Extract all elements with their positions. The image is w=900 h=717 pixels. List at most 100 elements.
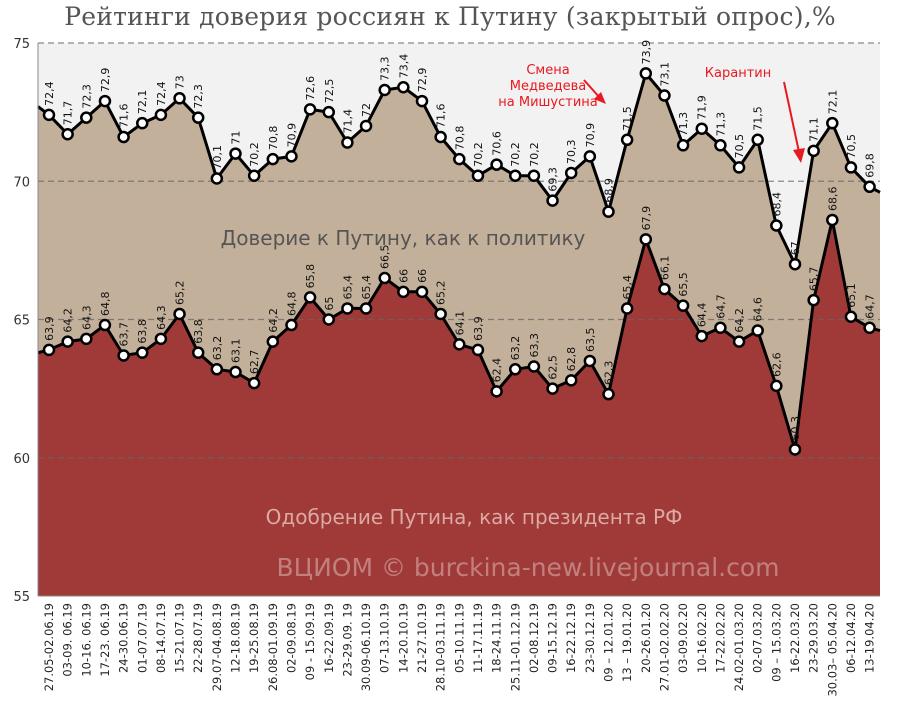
approval-data-label: 63,9: [472, 316, 485, 341]
trust-data-label: 70,2: [248, 142, 261, 167]
data-labels: 72,4 71,7 72,3 72,9 71,6 72,1 72,4 73 72,3 70,1 71…: [43, 40, 877, 441]
approval-point: [154, 332, 168, 346]
trust-data-label: 70,5: [733, 134, 746, 159]
x-tick-label: 25.11-01.12.19: [508, 603, 522, 691]
approval-data-label: 62,4: [491, 358, 504, 382]
trust-data-label: 71,6: [118, 104, 131, 129]
approval-data-label: 64,3: [80, 305, 93, 330]
y-tick-label: 70: [13, 175, 30, 190]
trust-data-label: 68,9: [603, 178, 616, 203]
approval-point: [434, 307, 447, 321]
approval-point: [61, 335, 74, 348]
x-tick-label: 08-14.07.19: [154, 603, 168, 673]
approval-point: [471, 343, 485, 357]
trust-data-label: 68,4: [770, 192, 783, 217]
trust-point: [229, 147, 242, 160]
trust-data-label: 70,5: [845, 134, 858, 159]
approval-data-label: 64,2: [733, 308, 746, 333]
approval-point: [602, 387, 615, 401]
approval-point: [863, 321, 876, 335]
approval-data-label: 64,3: [155, 305, 168, 330]
trust-data-label: 70,2: [528, 142, 541, 167]
data-points: [42, 67, 876, 456]
x-tick-label: 10-16.02.20: [695, 603, 709, 673]
trust-point: [509, 169, 522, 182]
approval-data-label: 65: [323, 297, 336, 311]
trust-data-label: 72: [360, 103, 373, 117]
trust-point: [322, 105, 335, 119]
trust-point: [676, 139, 690, 152]
trust-data-label: 72,1: [136, 90, 149, 115]
approval-point: [695, 329, 708, 343]
trust-point: [303, 103, 317, 116]
x-tick-label: 17-23. 06.19: [98, 603, 112, 677]
trust-point: [98, 94, 112, 108]
approval-point: [229, 365, 242, 379]
approval-data-label: 64,4: [696, 303, 709, 328]
x-tick-label: 01-07.07.19: [135, 603, 149, 673]
approval-data-label: 64,7: [864, 294, 877, 319]
approval-data-label: 66: [397, 269, 410, 283]
x-tick-label: 03-09.02.20: [676, 603, 690, 673]
trust-point: [471, 169, 485, 182]
trust-point: [863, 180, 876, 194]
x-tick-label: 22-28.07.19: [191, 603, 205, 673]
approval-point: [322, 313, 335, 326]
x-tick-label: 09 – 15.03.20: [769, 603, 783, 682]
x-tick-label: 13 – 19.01.20: [620, 603, 634, 682]
x-tick-label: 26.08-01.09.19: [266, 603, 280, 691]
x-tick-label: 28.10-03.11.19: [434, 603, 448, 691]
approval-point: [359, 302, 373, 315]
trust-point: [173, 92, 186, 105]
trust-data-label: 72,9: [99, 68, 112, 93]
trust-data-label: 70,2: [472, 142, 485, 167]
trust-point: [247, 169, 261, 182]
trust-data-label: 71: [230, 131, 243, 145]
x-tick-label: 10-16. 06.19: [79, 603, 93, 677]
trust-data-label: 71,7: [62, 101, 75, 126]
trust-point: [117, 130, 130, 144]
approval-point: [807, 293, 820, 307]
x-tick-label: 03-09. 06.19: [61, 603, 75, 677]
approval-point: [564, 374, 578, 387]
trust-point: [397, 80, 410, 94]
x-tick-label: 16-22.03.20: [788, 603, 802, 673]
trust-data-label: 70,9: [285, 123, 298, 148]
approval-point: [714, 321, 727, 335]
approval-data-label: 62,5: [547, 355, 560, 380]
trust-data-label: 71,3: [677, 112, 690, 137]
approval-data-label: 65,2: [174, 280, 187, 305]
trust-point: [191, 111, 205, 124]
trust-point: [620, 133, 634, 147]
trust-data-label: 72,5: [323, 79, 336, 104]
trust-point: [732, 161, 746, 174]
trust-point: [341, 136, 354, 149]
approval-data-label: 63,2: [509, 336, 522, 361]
chart-areas: [38, 73, 880, 596]
y-tick-label: 65: [13, 314, 30, 329]
approval-data-label: 65,5: [677, 272, 690, 297]
trust-point: [602, 205, 615, 218]
trust-data-label: 69,3: [547, 167, 560, 192]
trust-data-label: 70,2: [509, 142, 522, 167]
trust-data-label: 71,1: [808, 117, 821, 142]
trust-data-label: 72,1: [826, 90, 839, 115]
approval-point: [453, 338, 466, 351]
approval-data-label: 63,8: [192, 319, 205, 344]
trust-data-label: 71,5: [752, 106, 765, 131]
approval-point: [397, 285, 410, 299]
annotation-arrow-line: [583, 79, 601, 99]
trust-point: [583, 150, 597, 163]
annotation-text: на Мишустина: [498, 95, 598, 110]
approval-point: [509, 363, 522, 376]
trust-point: [285, 150, 298, 163]
x-tick-label: 05-10.11.19: [452, 603, 466, 673]
approval-point: [341, 302, 354, 315]
approval-point: [639, 233, 653, 246]
approval-data-label: 65,4: [621, 275, 634, 300]
x-tick-label: 24-30.06.19: [117, 603, 131, 673]
x-tick-label: 30.09-06.10.19: [359, 603, 373, 691]
trust-data-label: 72,4: [155, 81, 168, 106]
trust-data-label: 71,5: [621, 106, 634, 131]
